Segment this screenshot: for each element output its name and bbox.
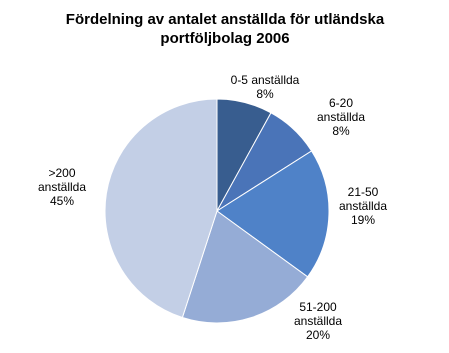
slice-label: 21-50 anställda (338, 185, 388, 213)
slice-value-label: 20% (305, 328, 331, 342)
slice-value-label: 19% (350, 213, 376, 227)
slice-value-label: 8% (256, 87, 274, 101)
pie-slice (216, 150, 330, 278)
slice-value-label: 45% (49, 194, 75, 208)
slice-value-label: 8% (332, 124, 350, 138)
slice-label: 0-5 anställda (230, 73, 300, 87)
pie-slice (104, 98, 218, 319)
slice-label: 51-200 anställda (293, 300, 343, 328)
chart-title: Fördelning av antalet anställda för utlä… (65, 11, 385, 47)
slice-label: >200 anställda (37, 166, 87, 194)
pie-slice (181, 210, 309, 324)
slice-label: 6-20 anställda (316, 96, 366, 124)
